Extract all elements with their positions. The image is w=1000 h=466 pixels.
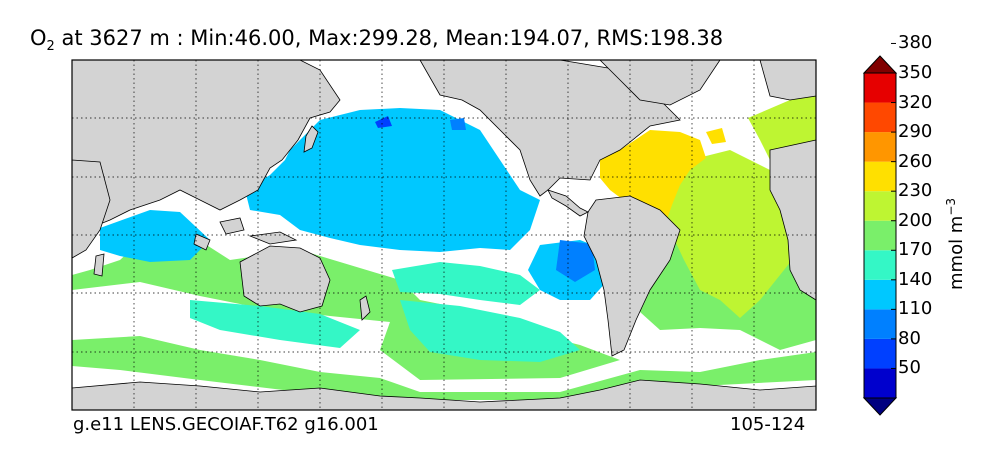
colorbar-segment [864,338,896,369]
colorbar-tick-label: 170 [898,239,933,261]
colorbar-extend-top [862,55,898,74]
colorbar-segment [864,161,896,192]
title-species-subscript: 2 [46,39,55,55]
land-new-zealand [359,295,371,321]
land-sumatra [193,233,211,251]
colorbar-tick-label: 200 [898,209,933,231]
land-madagascar [93,253,105,277]
colorbar-segment [864,309,896,339]
colorbar-frame [863,72,897,399]
colorbar-segment [864,191,896,221]
colorbar-segments [864,73,896,398]
land-australia [239,245,331,313]
colorbar-segment [864,279,896,310]
map-panel [71,59,817,411]
case-name: g.e11 LENS.GECOIAF.T62 g16.001 [73,414,379,435]
colorbar-extend-bottom [862,397,898,416]
colorbar-tick-label: 380 [898,32,933,54]
land-eurasia [71,59,341,229]
ocean-field [72,60,816,400]
colorbar-tick-label: 110 [898,298,933,320]
colorbar-unit-exponent: −3 [944,197,958,216]
colorbar-segment [864,73,896,103]
colorbar-tickmarks [891,42,896,369]
colorbar-segment [864,132,896,162]
colorbar-tick-label: 350 [898,62,933,83]
map-frame [71,59,817,411]
colorbar-segment [864,368,896,398]
colorbar-tick-label: 290 [898,121,933,143]
years-range: 105-124 [730,414,806,435]
colorbar-segment [864,220,896,251]
colorbar-unit: mmol m [946,215,967,290]
colorbar-tick-label: 230 [898,180,933,202]
title-stats: at 3627 m : Min:46.00, Max:299.28, Mean:… [54,26,724,50]
colorbar-segment [864,250,896,280]
land-borneo [219,217,245,235]
colorbar-tick-label: 320 [898,91,933,113]
colorbar-tick-label: 80 [898,327,921,349]
land-south-america [583,195,681,357]
colorbar-tick-label: 50 [898,357,921,379]
map-title: O2 at 3627 m : Min:46.00, Max:299.28, Me… [30,26,723,54]
colorbar-tick-label: 260 [898,150,933,172]
colorbar-unit-label: mmol m−3 [944,198,967,290]
title-species: O [30,26,47,50]
land-central-america [547,189,589,217]
land-japan [303,125,319,153]
colorbar-tick-label: 140 [898,268,933,290]
colorbar [862,42,898,416]
colorbar-segment [864,102,896,133]
